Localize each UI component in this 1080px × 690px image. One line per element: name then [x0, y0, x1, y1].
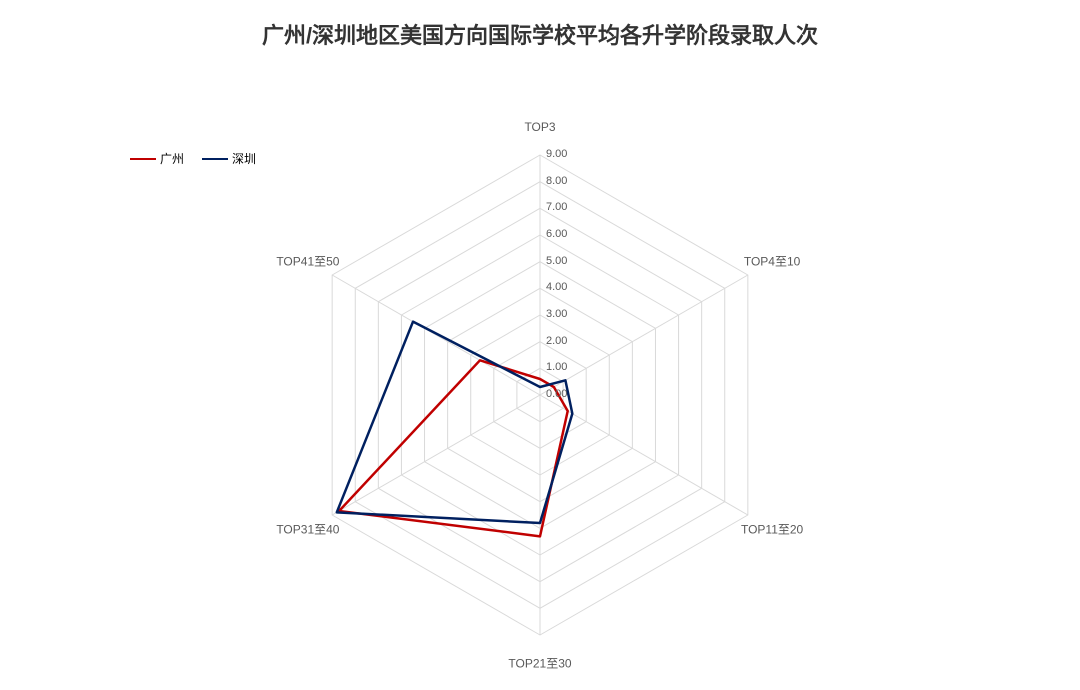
rtick-label-2: 2.00 [546, 335, 567, 347]
rtick-label-8: 8.00 [546, 175, 567, 187]
axis-label-5: TOP41至50 [276, 253, 339, 270]
rtick-label-0: 0.00 [546, 388, 567, 400]
rtick-label-9: 9.00 [546, 148, 567, 160]
axis-label-3: TOP21至30 [508, 655, 571, 672]
axis-label-4: TOP31至40 [276, 521, 339, 538]
rtick-label-4: 4.00 [546, 281, 567, 293]
axis-label-2: TOP11至20 [741, 521, 803, 538]
rtick-label-5: 5.00 [546, 255, 567, 267]
rtick-label-1: 1.00 [546, 361, 567, 373]
axis-label-0: TOP3 [524, 120, 555, 134]
rtick-label-7: 7.00 [546, 201, 567, 213]
chart-container: 广州/深圳地区美国方向国际学校平均各升学阶段录取人次 广州 深圳 TOP3TOP… [0, 0, 1080, 690]
rtick-label-3: 3.00 [546, 308, 567, 320]
radar-chart-svg [0, 0, 1080, 690]
rtick-label-6: 6.00 [546, 228, 567, 240]
axis-label-1: TOP4至10 [744, 253, 800, 270]
